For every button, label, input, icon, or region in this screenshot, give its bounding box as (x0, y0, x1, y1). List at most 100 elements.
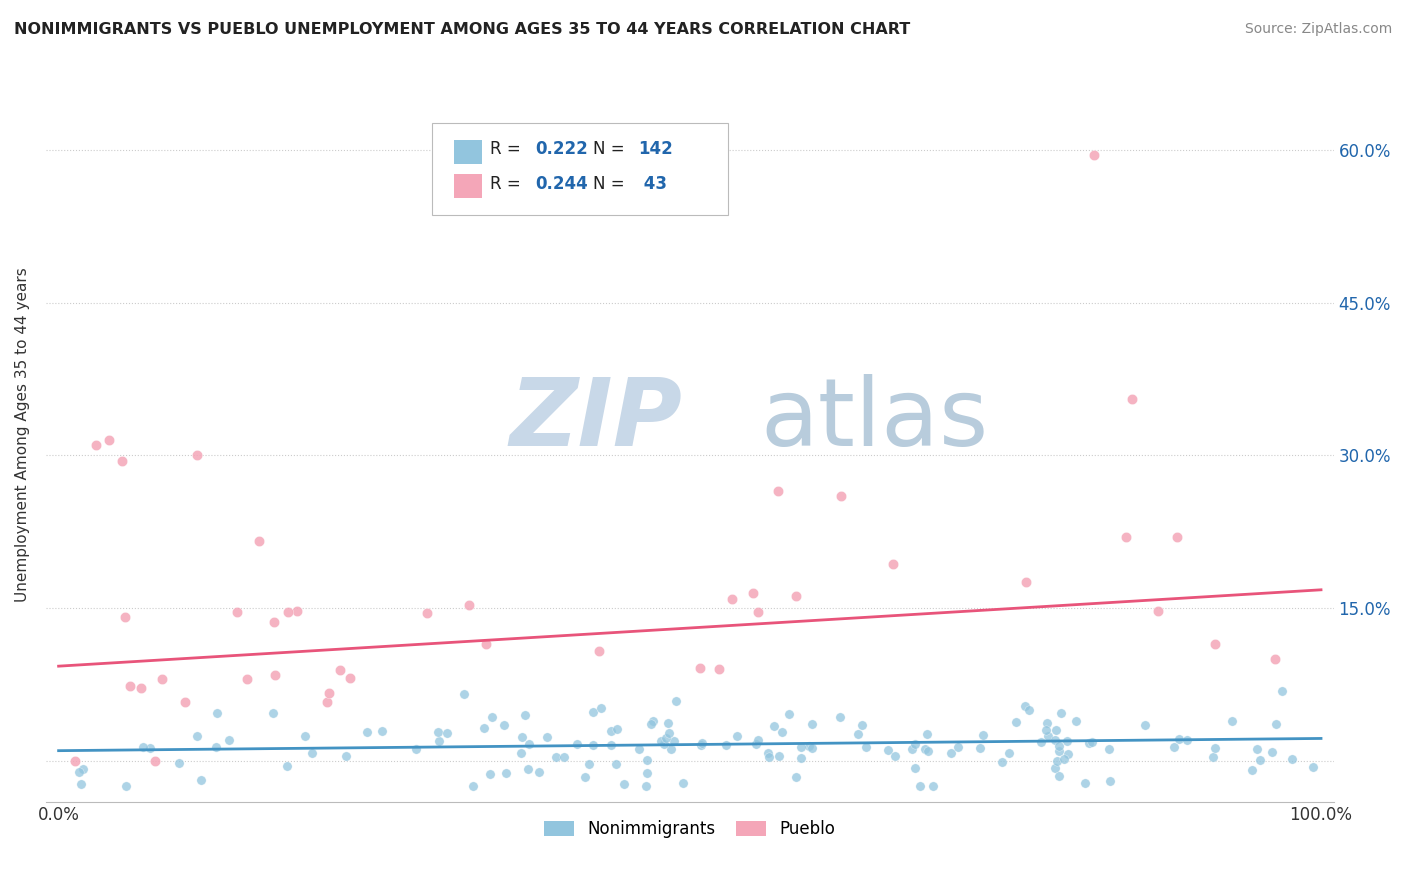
Point (1014, 575, 1036, 590)
Point (1049, 706, 1071, 720)
Point (640, 716, 662, 731)
Point (553, 749, 575, 764)
Text: 43: 43 (638, 175, 668, 193)
FancyBboxPatch shape (432, 123, 728, 215)
Point (636, 753, 658, 767)
Point (405, 741, 427, 756)
Point (1081, 734, 1104, 748)
Point (884, 748, 907, 763)
Point (1302, 760, 1324, 774)
Point (72, 762, 94, 776)
Point (262, 706, 284, 720)
Point (790, 739, 813, 754)
Point (1175, 733, 1198, 747)
Point (1056, 733, 1078, 747)
Point (1167, 732, 1189, 747)
Point (1261, 745, 1284, 759)
Point (1246, 742, 1268, 756)
Point (371, 724, 394, 739)
Point (690, 738, 713, 752)
Point (778, 706, 800, 721)
Point (1146, 604, 1168, 618)
Point (1053, 751, 1076, 765)
Text: atlas: atlas (761, 375, 988, 467)
Text: 0.244: 0.244 (536, 175, 588, 193)
Point (800, 740, 823, 755)
Point (544, 750, 567, 764)
Point (173, 695, 195, 709)
Point (1249, 753, 1271, 767)
Point (86, 438, 108, 452)
Point (111, 453, 134, 467)
Point (991, 755, 1014, 769)
Point (650, 733, 672, 747)
Point (574, 770, 596, 784)
Point (742, 585, 765, 599)
Point (747, 733, 769, 747)
Bar (454, 174, 482, 198)
Point (495, 765, 517, 780)
Point (605, 756, 627, 771)
Point (218, 733, 240, 747)
Point (478, 767, 501, 781)
Point (263, 667, 285, 681)
Point (63, 754, 86, 768)
Point (1133, 718, 1156, 732)
Point (659, 741, 682, 756)
Point (716, 739, 738, 753)
Point (917, 726, 939, 740)
Point (1043, 761, 1066, 775)
Point (474, 636, 496, 650)
Point (634, 780, 657, 794)
Point (627, 742, 650, 756)
Point (1078, 735, 1101, 749)
Point (247, 534, 270, 549)
Point (1056, 747, 1078, 761)
Point (1005, 714, 1028, 729)
Text: N =: N = (593, 175, 630, 193)
Point (1014, 699, 1036, 714)
Point (509, 747, 531, 761)
Point (636, 766, 658, 780)
Point (1035, 723, 1057, 737)
Point (517, 737, 540, 751)
Point (114, 609, 136, 624)
Point (335, 748, 357, 763)
Text: 142: 142 (638, 140, 673, 158)
Point (458, 599, 481, 613)
Point (1204, 637, 1226, 651)
Point (225, 606, 247, 620)
Point (762, 719, 785, 733)
Point (725, 729, 748, 743)
Point (588, 644, 610, 658)
Point (657, 715, 679, 730)
Point (301, 746, 323, 760)
Point (436, 726, 458, 740)
Point (98, 433, 121, 447)
Point (855, 739, 877, 754)
Point (536, 731, 558, 745)
Point (263, 615, 285, 629)
Point (830, 489, 852, 503)
Text: 0.222: 0.222 (536, 140, 588, 158)
Point (1271, 684, 1294, 698)
Point (339, 671, 361, 685)
Point (190, 772, 212, 787)
Point (150, 672, 173, 686)
Point (744, 737, 766, 751)
Point (652, 737, 675, 751)
Point (1083, 148, 1105, 162)
Point (294, 729, 316, 743)
Point (1018, 703, 1040, 717)
Point (1204, 740, 1226, 755)
Point (578, 757, 600, 772)
Point (582, 705, 605, 719)
Point (1166, 530, 1188, 544)
Point (1029, 735, 1052, 749)
Point (427, 734, 450, 748)
Point (846, 726, 869, 740)
Point (329, 663, 352, 677)
Point (658, 726, 681, 740)
Point (1036, 716, 1059, 731)
Bar (454, 140, 482, 164)
